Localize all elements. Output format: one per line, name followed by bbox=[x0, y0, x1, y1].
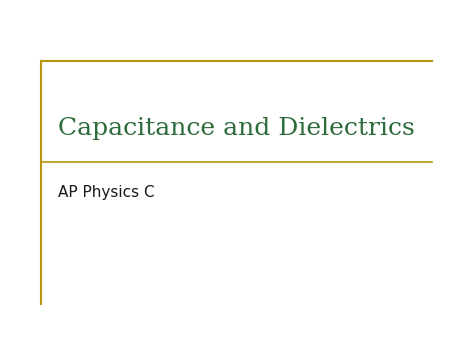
Text: Capacitance and Dielectrics: Capacitance and Dielectrics bbox=[58, 117, 415, 140]
Text: AP Physics C: AP Physics C bbox=[58, 185, 155, 200]
